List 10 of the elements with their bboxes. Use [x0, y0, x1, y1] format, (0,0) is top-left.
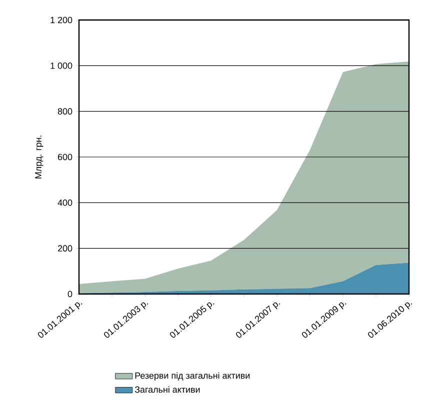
y-tick-label: 1 200 — [50, 16, 72, 24]
y-tick-label: 0 — [68, 290, 72, 298]
y-axis-title: Млрд. грн. — [35, 136, 44, 178]
y-tick-label: 1 000 — [50, 62, 72, 69]
legend-label: Загальні активи — [134, 386, 200, 393]
y-tick-label: 400 — [58, 199, 72, 206]
y-tick-label: 200 — [58, 245, 72, 252]
y-tick-label: 600 — [58, 154, 72, 160]
y-tick-label: 800 — [58, 108, 72, 115]
legend-label: Резерви під загальні активи — [135, 372, 250, 381]
